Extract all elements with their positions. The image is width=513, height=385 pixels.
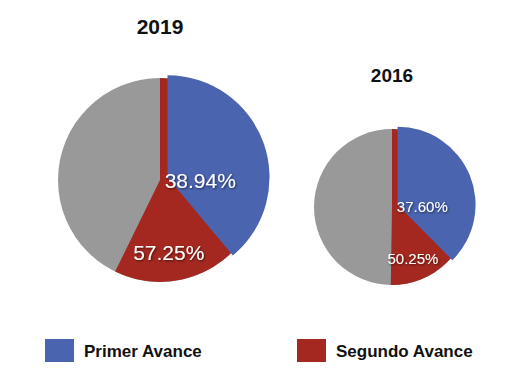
legend-label: Primer Avance (84, 342, 202, 361)
legend-swatch (45, 339, 74, 362)
data-label: 50.25% (387, 250, 438, 267)
data-label: 57.25% (133, 241, 204, 264)
legend-swatch (297, 339, 326, 362)
legend-label: Segundo Avance (336, 342, 473, 361)
pie-slice (168, 75, 270, 255)
data-label: 37.60% (397, 198, 448, 215)
pie-1: 2016 37.60% 50.25% (314, 65, 476, 285)
legend: Primer Avance Segundo Avance (45, 339, 473, 362)
chart-title: 2019 (137, 15, 184, 38)
data-label: 38.94% (165, 169, 236, 192)
chart-root: 2019 38.94% 57.25% 2016 37.60% 50.25% Primer A… (0, 0, 513, 385)
pie-0: 2019 38.94% 57.25% (58, 15, 270, 282)
chart-title: 2016 (371, 65, 413, 86)
pie-slice (398, 127, 476, 260)
